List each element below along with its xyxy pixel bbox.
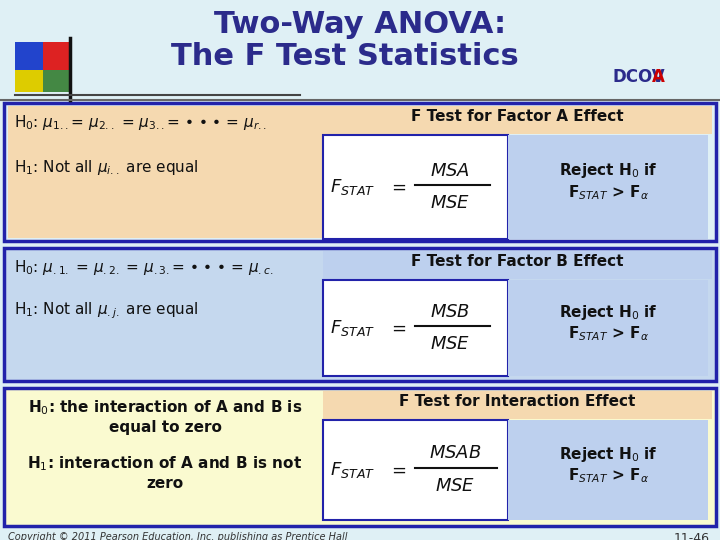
Text: Reject H$_0$ if: Reject H$_0$ if <box>559 444 657 463</box>
Bar <box>323 391 712 419</box>
Bar <box>8 106 323 238</box>
Bar <box>508 135 708 239</box>
Bar <box>15 42 43 70</box>
Bar <box>323 420 508 520</box>
Bar <box>8 251 323 378</box>
Text: H$_0$: $\mu_{1..}$= $\mu_{2..}$ = $\mu_{3..}$= • • • = $\mu_{r..}$: H$_0$: $\mu_{1..}$= $\mu_{2..}$ = $\mu_{… <box>14 113 267 132</box>
Bar <box>8 391 323 523</box>
Text: Reject H$_0$ if: Reject H$_0$ if <box>559 302 657 321</box>
Text: F Test for Factor A Effect: F Test for Factor A Effect <box>410 109 624 124</box>
Text: Copyright © 2011 Pearson Education, Inc. publishing as Prentice Hall: Copyright © 2011 Pearson Education, Inc.… <box>8 532 348 540</box>
Text: F Test for Interaction Effect: F Test for Interaction Effect <box>399 394 635 409</box>
Bar <box>4 248 716 381</box>
Text: Two-Way ANOVA:: Two-Way ANOVA: <box>214 10 506 39</box>
Text: $F_{STAT}$: $F_{STAT}$ <box>330 177 375 197</box>
Text: The F Test Statistics: The F Test Statistics <box>171 42 519 71</box>
Text: $MSA$: $MSA$ <box>430 162 470 180</box>
Text: $F_{STAT}$: $F_{STAT}$ <box>330 318 375 338</box>
Bar <box>323 106 712 134</box>
Text: H$_0$: the interaction of A and B is: H$_0$: the interaction of A and B is <box>28 398 302 417</box>
Text: $MSB$: $MSB$ <box>430 303 470 321</box>
Text: equal to zero: equal to zero <box>109 420 222 435</box>
Bar <box>323 280 508 376</box>
Text: $MSE$: $MSE$ <box>430 194 470 212</box>
Bar <box>508 420 708 520</box>
Text: A: A <box>652 68 665 86</box>
Bar <box>15 42 70 92</box>
Text: F Test for Factor B Effect: F Test for Factor B Effect <box>410 254 624 269</box>
Bar <box>4 388 716 526</box>
Bar <box>323 135 508 239</box>
Text: DCOV: DCOV <box>612 68 665 86</box>
Text: H$_1$: Not all $\mu_{i..}$ are equal: H$_1$: Not all $\mu_{i..}$ are equal <box>14 158 199 177</box>
Text: $MSE$: $MSE$ <box>435 477 475 495</box>
Text: $MSAB$: $MSAB$ <box>428 444 481 462</box>
Text: zero: zero <box>146 476 184 491</box>
Text: $=$: $=$ <box>388 178 407 196</box>
Bar <box>15 70 43 92</box>
Bar <box>43 70 70 92</box>
Bar <box>508 280 708 376</box>
Text: $=$: $=$ <box>388 319 407 337</box>
Bar <box>4 103 716 241</box>
Text: H$_1$: Not all $\mu_{.j.}$ are equal: H$_1$: Not all $\mu_{.j.}$ are equal <box>14 300 199 321</box>
Text: F$_{STAT}$ > F$_\alpha$: F$_{STAT}$ > F$_\alpha$ <box>567 184 649 202</box>
Text: $F_{STAT}$: $F_{STAT}$ <box>330 460 375 480</box>
Text: 11-46: 11-46 <box>674 532 710 540</box>
Bar <box>323 251 712 279</box>
Text: F$_{STAT}$ > F$_\alpha$: F$_{STAT}$ > F$_\alpha$ <box>567 467 649 485</box>
Text: H$_1$: interaction of A and B is not: H$_1$: interaction of A and B is not <box>27 454 302 472</box>
Text: F$_{STAT}$ > F$_\alpha$: F$_{STAT}$ > F$_\alpha$ <box>567 325 649 343</box>
Text: $MSE$: $MSE$ <box>430 335 470 353</box>
Text: H$_0$: $\mu_{.1.}$ = $\mu_{.2.}$ = $\mu_{.3.}$= • • • = $\mu_{.c.}$: H$_0$: $\mu_{.1.}$ = $\mu_{.2.}$ = $\mu_… <box>14 258 274 277</box>
Text: Reject H$_0$ if: Reject H$_0$ if <box>559 161 657 180</box>
Text: $=$: $=$ <box>388 461 407 479</box>
